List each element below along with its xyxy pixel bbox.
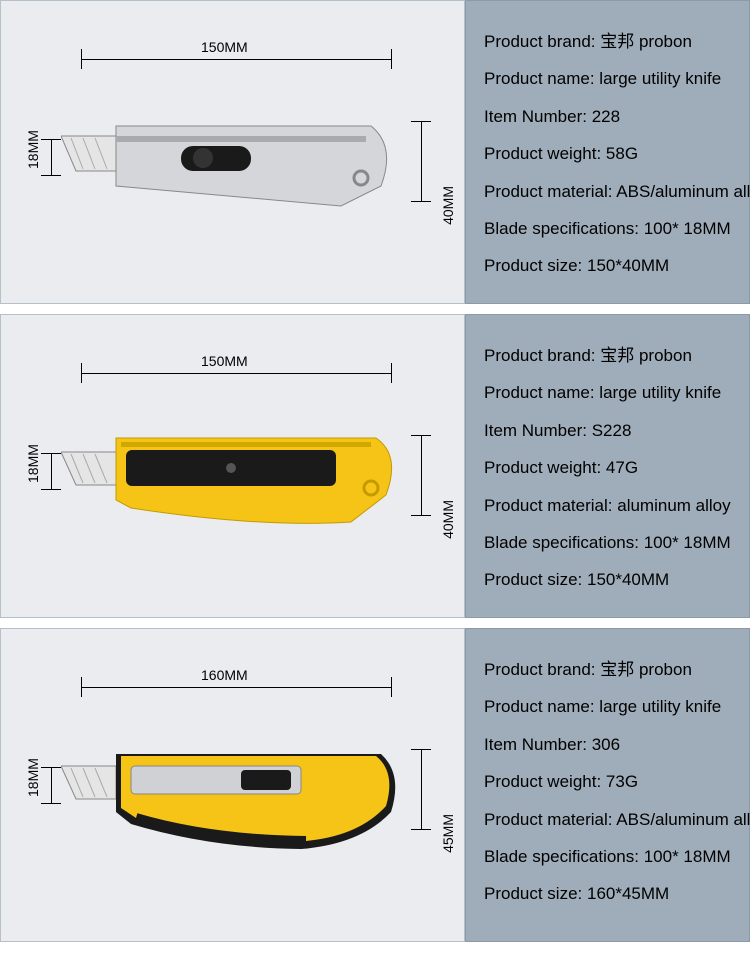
dim-length-label: 160MM	[201, 667, 248, 683]
dim-tick	[391, 677, 392, 697]
spec-name: Product name: large utility knife	[484, 60, 731, 97]
spec-material: Product material: ABS/aluminum alloy	[484, 173, 731, 210]
spec-size: Product size: 150*40MM	[484, 247, 731, 284]
dim-length-label: 150MM	[201, 39, 248, 55]
spec-material: Product material: ABS/aluminum alloy	[484, 801, 731, 838]
dim-line	[51, 767, 52, 803]
dim-line	[51, 139, 52, 175]
dim-body-height-label: 40MM	[440, 500, 456, 539]
dim-tick	[81, 677, 82, 697]
dim-tick	[411, 435, 431, 436]
dim-tick	[41, 767, 61, 768]
dim-tick	[391, 363, 392, 383]
dim-body-height-label: 40MM	[440, 186, 456, 225]
dim-tick	[411, 515, 431, 516]
dim-line	[421, 121, 422, 201]
dim-tick	[411, 749, 431, 750]
dim-tick	[81, 363, 82, 383]
dim-blade-height-label: 18MM	[25, 444, 41, 483]
dim-tick	[411, 829, 431, 830]
spec-name: Product name: large utility knife	[484, 688, 731, 725]
spec-item: Item Number: S228	[484, 412, 731, 449]
dim-blade-height-label: 18MM	[25, 130, 41, 169]
product-diagram: 160MM 18MM 45MM	[0, 628, 465, 942]
spec-material: Product material: aluminum alloy	[484, 487, 731, 524]
spec-blade: Blade specifications: 100* 18MM	[484, 524, 731, 561]
product-row: 150MM 18MM 40MM Product brand:	[0, 314, 750, 628]
dim-tick	[41, 175, 61, 176]
spec-brand: Product brand: 宝邦 probon	[484, 23, 731, 60]
dim-line	[81, 373, 391, 374]
dim-blade-height-label: 18MM	[25, 758, 41, 797]
spec-blade: Blade specifications: 100* 18MM	[484, 210, 731, 247]
dim-line	[421, 435, 422, 515]
product-row: 160MM 18MM 45MM Product brand: 宝邦 probon…	[0, 628, 750, 942]
product-specs-panel: Product brand: 宝邦 probon Product name: l…	[465, 628, 750, 942]
dim-tick	[41, 803, 61, 804]
spec-size: Product size: 160*45MM	[484, 875, 731, 912]
dim-body-height-label: 45MM	[440, 814, 456, 853]
spec-name: Product name: large utility knife	[484, 374, 731, 411]
dim-line	[81, 59, 391, 60]
dim-tick	[411, 201, 431, 202]
product-specs-panel: Product brand: 宝邦 probon Product name: l…	[465, 314, 750, 618]
spec-brand: Product brand: 宝邦 probon	[484, 337, 731, 374]
spec-weight: Product weight: 58G	[484, 135, 731, 172]
dim-tick	[41, 489, 61, 490]
spec-item: Item Number: 228	[484, 98, 731, 135]
spec-weight: Product weight: 47G	[484, 449, 731, 486]
dim-tick	[41, 453, 61, 454]
dim-line	[51, 453, 52, 489]
spec-blade: Blade specifications: 100* 18MM	[484, 838, 731, 875]
dim-length-label: 150MM	[201, 353, 248, 369]
dim-tick	[81, 49, 82, 69]
knife-illustration	[61, 744, 401, 859]
product-diagram: 150MM 18MM 40MM	[0, 0, 465, 304]
spec-item: Item Number: 306	[484, 726, 731, 763]
spec-size: Product size: 150*40MM	[484, 561, 731, 598]
dim-tick	[41, 139, 61, 140]
spec-brand: Product brand: 宝邦 probon	[484, 651, 731, 688]
spec-weight: Product weight: 73G	[484, 763, 731, 800]
product-specs-panel: Product brand: 宝邦 probon Product name: l…	[465, 0, 750, 304]
knife-illustration	[61, 430, 401, 535]
dim-line	[421, 749, 422, 829]
product-diagram: 150MM 18MM 40MM	[0, 314, 465, 618]
dim-tick	[391, 49, 392, 69]
knife-illustration	[61, 116, 401, 221]
product-row: 150MM 18MM 40MM Product brand:	[0, 0, 750, 314]
dim-line	[81, 687, 391, 688]
dim-tick	[411, 121, 431, 122]
